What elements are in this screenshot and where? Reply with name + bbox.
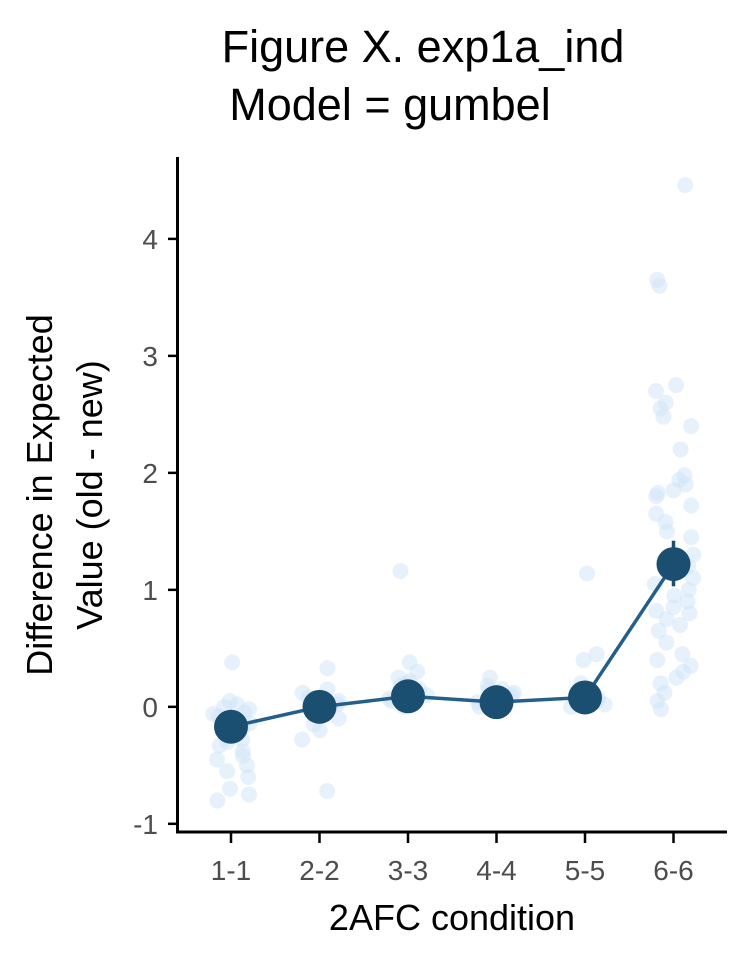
raw-data-point bbox=[209, 792, 226, 809]
raw-data-point bbox=[652, 701, 669, 718]
x-tick-label: 5-5 bbox=[565, 855, 605, 886]
mean-point bbox=[214, 709, 248, 744]
y-tick-label: 4 bbox=[142, 224, 158, 255]
x-tick-label: 3-3 bbox=[388, 855, 428, 886]
mean-layer bbox=[214, 540, 691, 744]
raw-data-point bbox=[651, 277, 668, 294]
raw-data-point bbox=[666, 587, 683, 604]
chart-title-line2: Model = gumbel bbox=[229, 79, 550, 130]
raw-data-point bbox=[208, 751, 225, 768]
y-axis-title-line2: Value (old - new) bbox=[69, 360, 110, 629]
x-tick-label: 4-4 bbox=[476, 855, 516, 886]
chart-title-line1: Figure X. exp1a_ind bbox=[222, 21, 625, 72]
raw-data-point bbox=[681, 605, 698, 622]
raw-data-point bbox=[672, 441, 689, 458]
raw-data-point bbox=[224, 654, 241, 671]
raw-data-point bbox=[680, 581, 697, 598]
y-tick-label: 1 bbox=[142, 575, 158, 606]
raw-data-point bbox=[683, 418, 700, 435]
raw-data-point bbox=[311, 722, 328, 739]
raw-data-point bbox=[575, 652, 592, 669]
raw-data-point bbox=[658, 634, 675, 651]
raw-data-point bbox=[683, 497, 700, 514]
y-tick-label: 2 bbox=[142, 458, 158, 489]
raw-data-point bbox=[649, 652, 666, 669]
y-tick-label: 3 bbox=[142, 341, 158, 372]
mean-point bbox=[568, 680, 602, 715]
mean-point bbox=[302, 689, 337, 724]
mean-point bbox=[391, 679, 425, 714]
raw-data-point bbox=[319, 660, 336, 677]
raw-data-point bbox=[677, 476, 694, 493]
y-axis-title-line1: Difference in Expected bbox=[19, 314, 60, 676]
y-axis-ticks: -1 0 1 2 3 4 bbox=[133, 224, 177, 840]
raw-data-point bbox=[668, 669, 685, 686]
x-tick-label: 6-6 bbox=[653, 855, 693, 886]
y-axis-title: Difference in Expected Value (old - new) bbox=[19, 314, 110, 676]
raw-data-point bbox=[221, 780, 238, 797]
raw-data-point bbox=[683, 529, 700, 546]
raw-data-point bbox=[240, 786, 257, 803]
mean-point bbox=[479, 685, 514, 720]
x-axis-title: 2AFC condition bbox=[329, 897, 575, 938]
raw-data-point bbox=[665, 482, 682, 499]
x-tick-label: 2-2 bbox=[299, 855, 339, 886]
x-tick-label: 1-1 bbox=[211, 855, 251, 886]
mean-point bbox=[656, 547, 691, 582]
raw-data-point bbox=[579, 565, 596, 582]
raw-data-point bbox=[658, 523, 675, 540]
raw-data-point bbox=[219, 763, 236, 780]
raw-data-point bbox=[650, 622, 667, 639]
y-tick-label: 0 bbox=[142, 692, 158, 723]
raw-data-point bbox=[319, 783, 336, 800]
raw-data-point bbox=[668, 377, 685, 394]
raw-data-point bbox=[677, 177, 694, 194]
raw-points-layer bbox=[205, 177, 702, 809]
raw-data-point bbox=[294, 731, 311, 748]
raw-data-point bbox=[648, 382, 665, 399]
raw-data-point bbox=[648, 488, 665, 505]
raw-data-point bbox=[665, 599, 682, 616]
y-tick-label: -1 bbox=[133, 809, 158, 840]
raw-data-point bbox=[588, 646, 605, 663]
raw-data-point bbox=[238, 757, 255, 774]
x-axis-ticks: 1-1 2-2 3-3 4-4 5-5 6-6 bbox=[211, 833, 694, 886]
raw-data-point bbox=[655, 408, 672, 425]
raw-data-point bbox=[240, 769, 257, 786]
raw-data-point bbox=[672, 616, 689, 633]
raw-data-point bbox=[658, 611, 675, 628]
raw-data-point bbox=[392, 563, 409, 580]
raw-data-point bbox=[674, 646, 691, 663]
